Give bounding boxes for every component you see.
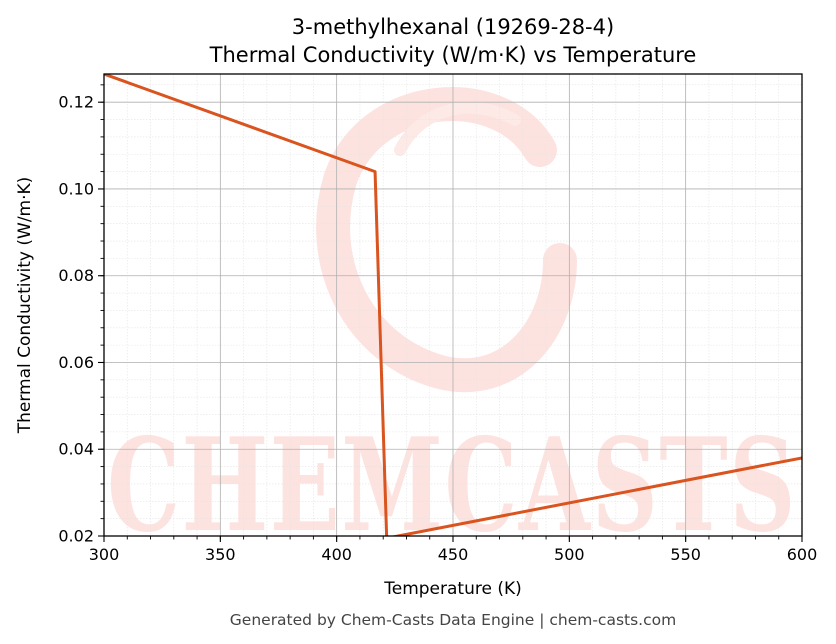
x-tick-label: 450 [438,545,469,564]
y-tick-label: 0.04 [58,440,94,459]
watermark-logo-icon [316,87,577,393]
x-tick-label: 400 [321,545,352,564]
y-tick-labels: 0.02 0.04 0.06 0.08 0.10 0.12 [58,93,94,546]
watermark-text: CHEMCASTS [107,411,797,561]
x-tick-label: 600 [787,545,818,564]
y-axis-label: Thermal Conductivity (W/m·K) [15,177,35,435]
x-tick-labels: 300 350 400 450 500 550 600 [89,545,818,564]
x-tick-label: 550 [670,545,701,564]
ticks-layer [98,84,803,542]
x-axis-label: Temperature (K) [383,579,522,599]
chart-subtitle: Thermal Conductivity (W/m·K) vs Temperat… [209,43,697,67]
x-tick-label: 300 [89,545,120,564]
y-tick-label: 0.12 [58,93,94,112]
y-tick-label: 0.06 [58,353,94,372]
y-tick-label: 0.10 [58,179,94,198]
y-tick-label: 0.02 [58,527,94,546]
series-layer [104,74,802,536]
series-line-0 [104,74,802,536]
y-tick-label: 0.08 [58,266,94,285]
watermark: CHEMCASTS [107,87,797,561]
chart-title: 3-methylhexanal (19269-28-4) [292,15,614,39]
footer-credit: Generated by Chem-Casts Data Engine | ch… [230,611,676,629]
x-tick-label: 350 [205,545,236,564]
x-tick-label: 500 [554,545,585,564]
